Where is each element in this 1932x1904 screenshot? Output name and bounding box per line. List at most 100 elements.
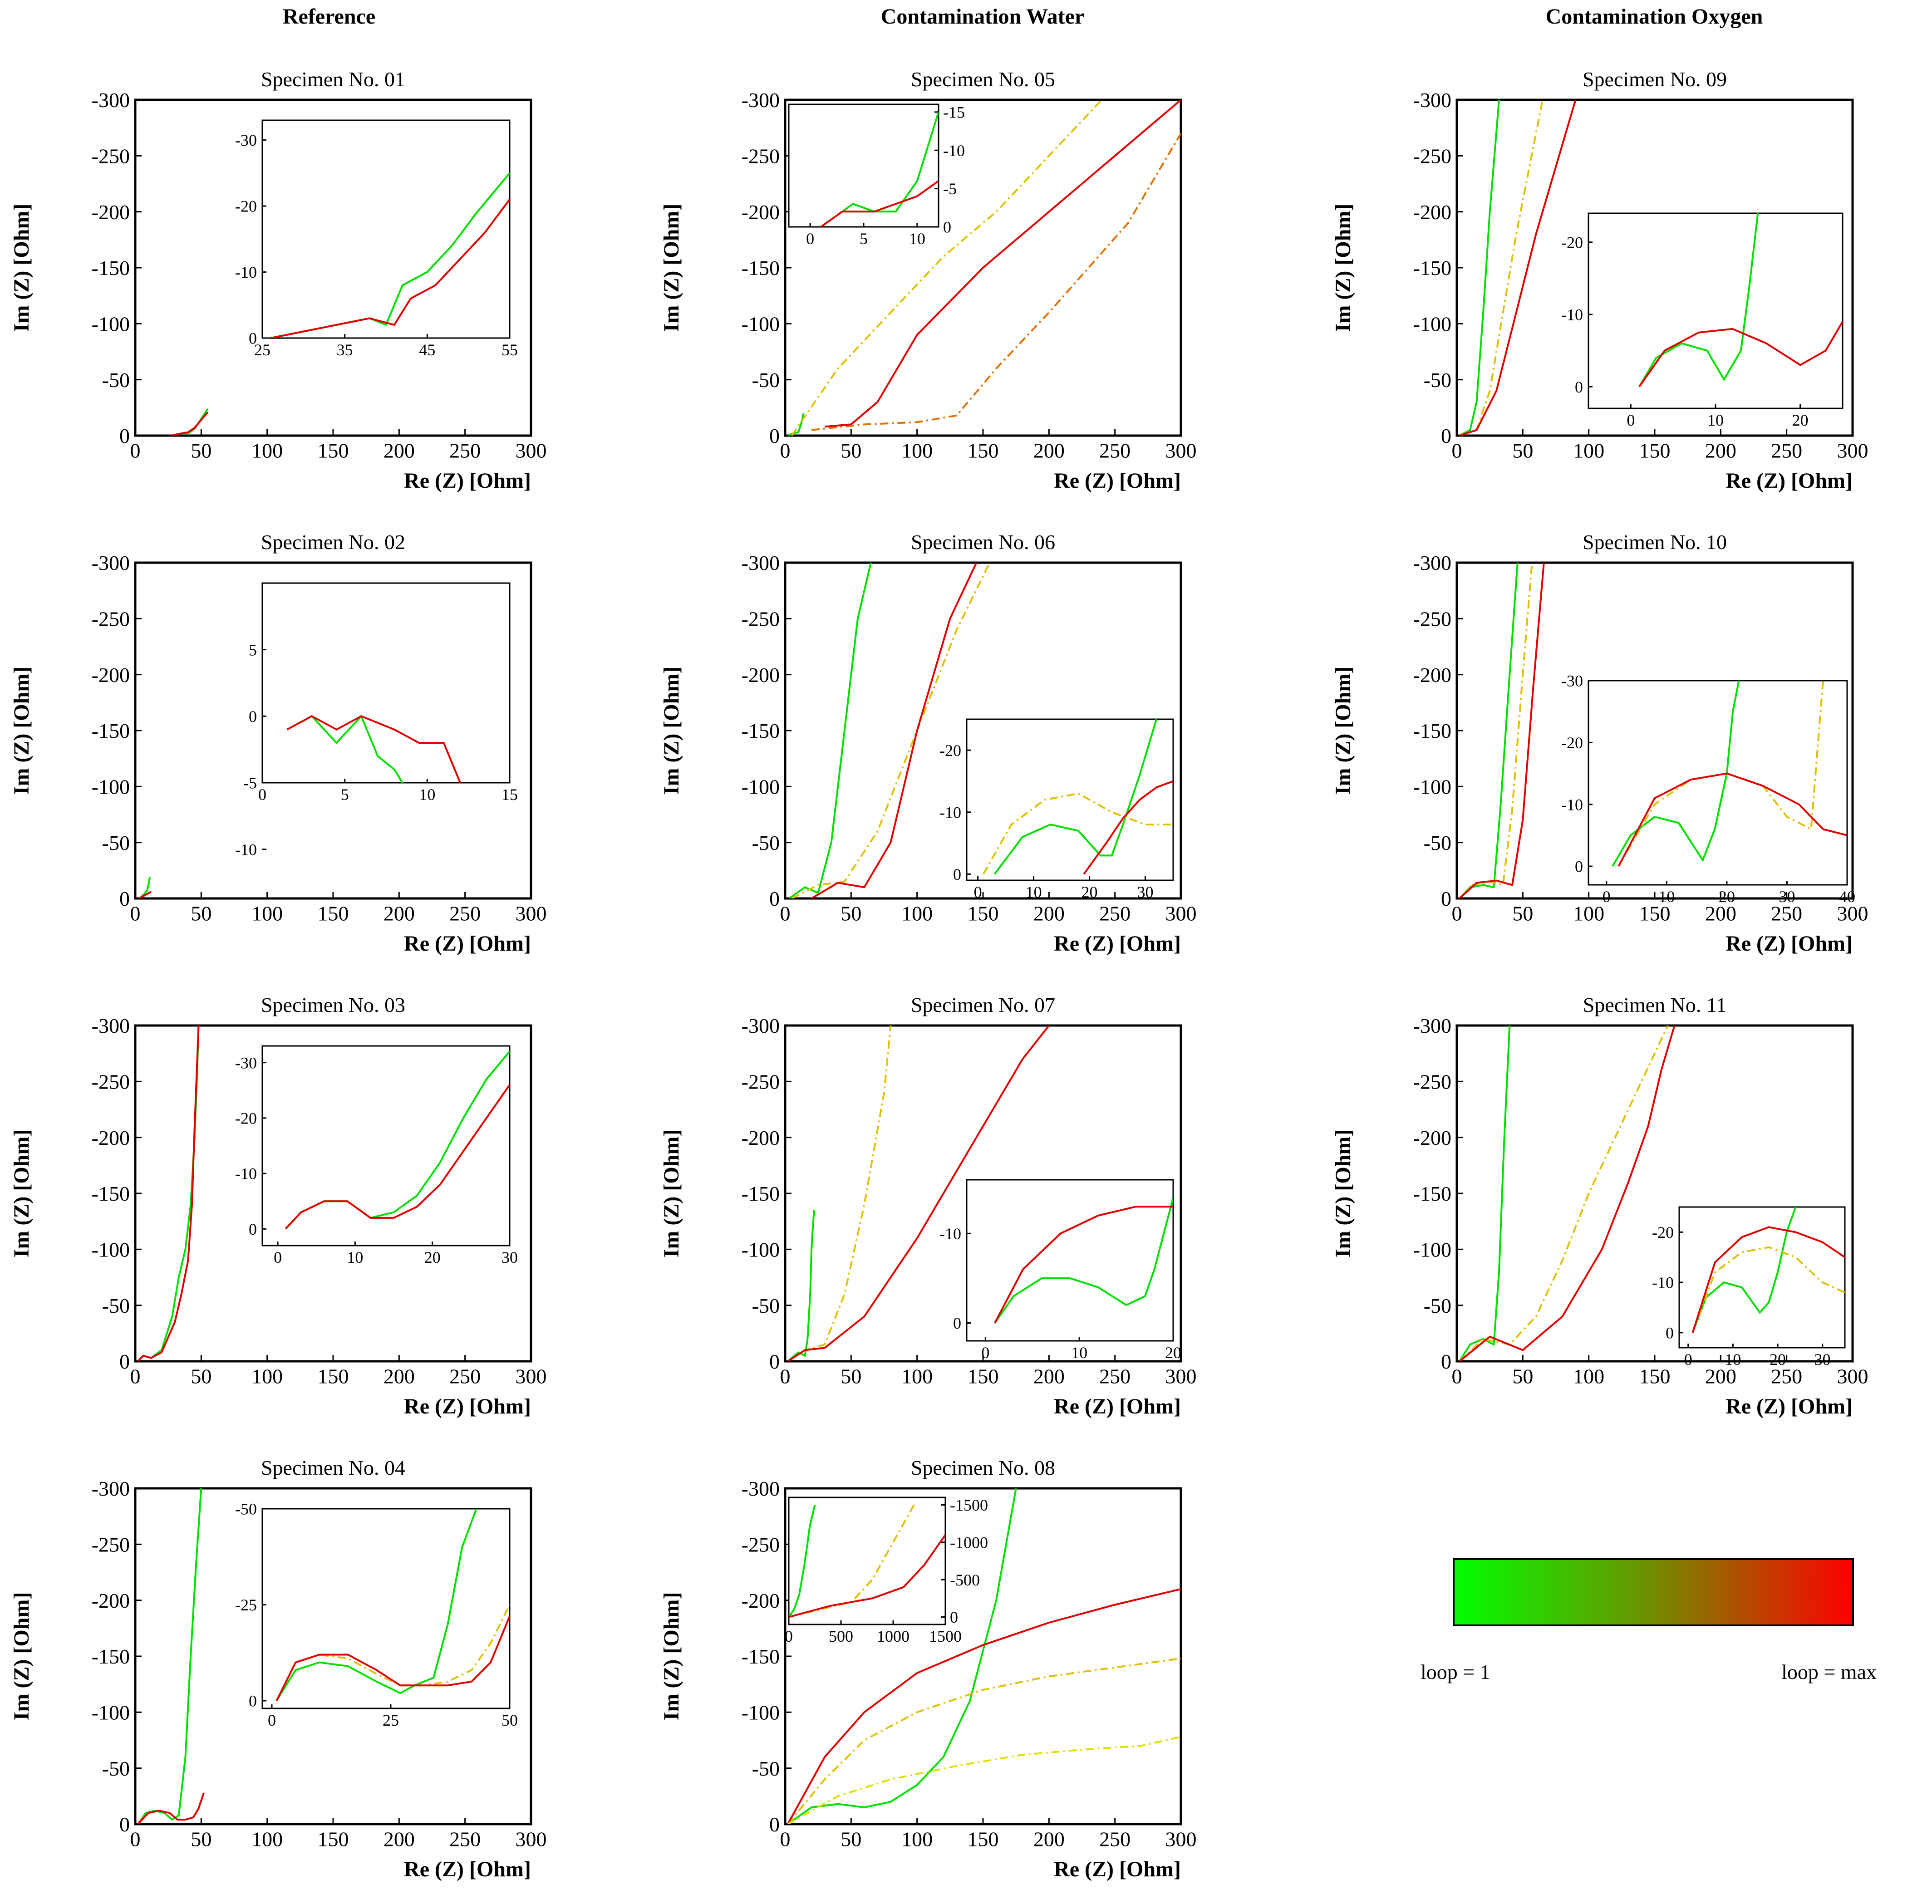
specimen-08-inset-y-tick-label: -1000: [950, 1533, 988, 1551]
specimen-02-inset-frame: [261, 582, 511, 784]
specimen-11-inset-y-tick-label: -20: [1652, 1223, 1674, 1242]
specimen-04-inset-y-tick-label: -25: [235, 1596, 257, 1614]
specimen-05-inset-frame: [788, 103, 939, 228]
specimen-11-chart: Specimen No. 110 50 100 150 200 250 3000-50-10…: [1331, 993, 1868, 1418]
specimen-02-main-y-tick-label: 0: [119, 887, 130, 910]
specimen-04-main-x-tick-label: 200: [383, 1827, 415, 1850]
specimen-10-main-y-tick-label: -250: [1413, 607, 1451, 630]
specimen-06-main-series-loop-1: [788, 563, 872, 898]
specimen-08-main-x-tick-label: 300: [1165, 1827, 1197, 1850]
specimen-10-inset: 0 10 20 30 40 0 -10 -20 -30: [1561, 672, 1855, 906]
column-header-contamination-oxygen: Contamination Oxygen: [1546, 5, 1763, 29]
specimen-09-inset-y-tick-label: 0: [1575, 378, 1583, 396]
specimen-07-inset-x-tick-label: 10: [1071, 1344, 1087, 1362]
specimen-06-main-x-tick-label: 150: [968, 902, 999, 925]
specimen-11-inset-y-tick-label: -10: [1652, 1274, 1674, 1292]
specimen-05-main-x-tick-label: 50: [841, 439, 861, 462]
specimen-07-main-y-tick-label: -50: [752, 1294, 780, 1317]
specimen-03-inset-y-tick-label: -20: [235, 1109, 257, 1127]
specimen-03-main-x-tick-label: 50: [191, 1364, 211, 1388]
specimen-10-inset-y-tick-label: -20: [1561, 734, 1583, 752]
specimen-04-ylabel: Im (Z) [Ohm]: [10, 1592, 34, 1721]
specimen-04-main-y-tick-label: -50: [102, 1757, 130, 1780]
specimen-04-main-series-loop-max: [137, 1792, 205, 1824]
specimen-08-main-y-tick-label: 0: [769, 1813, 780, 1836]
specimen-07-main-x-tick-label: 150: [968, 1364, 999, 1388]
specimen-01-main-x-tick-label: 0: [130, 439, 141, 462]
specimen-04-xlabel: Re (Z) [Ohm]: [404, 1857, 531, 1881]
specimen-10-main-series-loop-1: [1459, 563, 1519, 898]
specimen-01-main-x-tick-label: 300: [516, 439, 547, 462]
specimen-08-main-y-tick-label: -100: [742, 1701, 780, 1724]
specimen-06-inset-series-loop-max: [1083, 780, 1173, 875]
specimen-09-main-y-tick-label: -300: [1413, 88, 1451, 112]
specimen-01-main-y-tick-label: -100: [92, 312, 130, 335]
specimen-03-inset-x-tick-label: 0: [274, 1248, 282, 1266]
specimen-07-inset-series-loop-1: [994, 1197, 1173, 1324]
specimen-05-main-y-tick-label: -150: [742, 256, 780, 280]
specimen-02-chart: Specimen No. 020 50 100 150 200 250 3000-50-10…: [10, 530, 547, 956]
specimen-05-main-x-tick-label: 150: [968, 439, 999, 462]
specimen-11-main-x-tick-label: 100: [1573, 1364, 1604, 1388]
specimen-02-inset-x-tick-label: 0: [258, 785, 266, 804]
specimen-10-inset-y-tick-label: -10: [1561, 795, 1583, 814]
specimen-02-main-x-tick-label: 0: [130, 902, 141, 925]
specimen-03-main-x-tick-label: 100: [251, 1364, 283, 1388]
specimen-09-inset-x-tick-label: 0: [1627, 411, 1635, 429]
specimen-05-inset-y-tick-label: 0: [943, 218, 951, 236]
specimen-05-main-y-tick-label: -300: [742, 88, 780, 112]
specimen-05-main-x-tick-label: 200: [1033, 439, 1065, 462]
specimen-03-inset-y-tick-label: -10: [235, 1165, 257, 1183]
specimen-01-chart: Specimen No. 010 50 100 150 200 250 3000-50-10…: [10, 68, 547, 493]
specimen-09-inset: 0 10 20 0 -10 -20: [1561, 212, 1844, 429]
specimen-08-inset-y-tick-label: -1500: [950, 1496, 988, 1514]
specimen-03-main-y-tick-label: -250: [92, 1070, 130, 1093]
specimen-10-main-series-loop-max: [1459, 563, 1545, 898]
specimen-06-main-y-tick-label: -150: [742, 719, 780, 742]
specimen-08-main-x-tick-label: 100: [901, 1827, 933, 1850]
specimen-05-inset-x-tick-label: 10: [909, 230, 925, 248]
specimen-03-main-y-tick-label: -150: [92, 1182, 130, 1205]
specimen-10-main-x-tick-label: 100: [1573, 902, 1604, 925]
specimen-11-xlabel: Re (Z) [Ohm]: [1726, 1394, 1853, 1418]
specimen-11-inset-series-loop-1: [1691, 1207, 1797, 1333]
specimen-05-main-y-tick-label: -250: [742, 144, 780, 167]
specimen-06-inset-x-tick-label: 0: [974, 883, 982, 901]
specimen-01-main-x-tick-label: 50: [191, 439, 211, 462]
specimen-03-inset-frame: [261, 1045, 511, 1246]
specimen-10-main-y-tick-label: -200: [1413, 663, 1451, 687]
specimen-08-inset-x-tick-label: 1500: [929, 1627, 962, 1645]
specimen-05-xlabel: Re (Z) [Ohm]: [1054, 469, 1181, 493]
specimen-07-inset-x-tick-label: 0: [981, 1344, 989, 1362]
specimen-03-inset-y-tick-label: -30: [235, 1054, 257, 1072]
specimen-11-main-x-tick-label: 200: [1705, 1364, 1736, 1388]
specimen-05-inset: 0 5 10 0 -5 -10 -15: [788, 103, 965, 248]
specimen-08-inset-x-tick-label: 500: [829, 1627, 853, 1645]
specimen-10-main-x-tick-label: 0: [1452, 902, 1462, 925]
specimen-10-main-x-tick-label: 50: [1512, 902, 1533, 925]
specimen-05-inset-series-loop-max: [820, 180, 939, 227]
specimen-04-main-y-tick-label: -300: [92, 1477, 130, 1500]
specimen-09-inset-series-loop-max: [1638, 321, 1843, 388]
specimen-07-title: Specimen No. 07: [911, 993, 1055, 1016]
specimen-10-main-y-tick-label: -100: [1413, 775, 1451, 798]
specimen-02-main-x-tick-label: 300: [516, 902, 547, 925]
specimen-10-main-x-tick-label: 200: [1705, 902, 1736, 925]
specimen-03-inset-y-tick-label: 0: [249, 1220, 257, 1238]
specimen-03-main-x-tick-label: 300: [516, 1364, 547, 1388]
specimen-02-inset-x-tick-label: 10: [419, 785, 435, 804]
specimen-04-main-y-tick-label: -150: [92, 1645, 130, 1668]
specimen-03-main-x-tick-label: 150: [318, 1364, 349, 1388]
specimen-06-inset-y-tick-label: -20: [939, 741, 961, 760]
specimen-04-main-x-tick-label: 300: [516, 1827, 547, 1850]
specimen-08-inset-y-tick-label: -500: [950, 1571, 980, 1589]
specimen-02-main-x-tick-label: 100: [251, 902, 283, 925]
specimen-02-main-x-tick-label: 150: [318, 902, 349, 925]
specimen-05-main-y-tick-label: -100: [742, 312, 780, 335]
specimen-07-main-y-tick-label: -100: [742, 1238, 780, 1261]
specimen-06-inset-series-loop-1: [993, 719, 1158, 875]
specimen-02-main-y-tick-label: -150: [92, 719, 130, 742]
specimen-03-inset: 0 10 20 30 0 -10 -20 -30: [235, 1045, 518, 1266]
specimen-01-main-x-tick-label: 150: [318, 439, 349, 462]
